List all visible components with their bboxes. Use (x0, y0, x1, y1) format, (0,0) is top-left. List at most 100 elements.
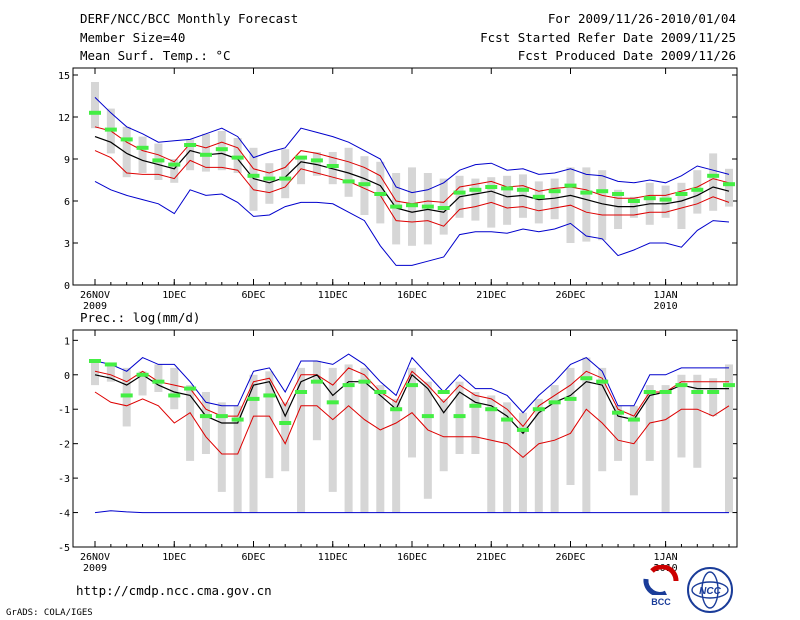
ensemble-bar (566, 367, 575, 485)
ensemble-bar (598, 367, 607, 472)
median-mark (580, 376, 593, 381)
y-tick-label: 0 (64, 371, 70, 382)
median-mark (453, 190, 466, 195)
median-mark (326, 400, 339, 405)
median-mark (279, 421, 292, 425)
x-tick-sublabel: 2010 (654, 301, 678, 312)
median-mark (215, 414, 228, 419)
median-mark (532, 194, 545, 199)
ensemble-bar (550, 178, 559, 220)
median-mark (406, 203, 418, 208)
median-mark (485, 407, 498, 412)
median-mark (199, 414, 212, 419)
ensemble-bar (709, 153, 718, 211)
median-mark (310, 158, 323, 163)
median-mark (231, 155, 244, 160)
ensemble-bar (265, 163, 274, 204)
ensemble-bar (439, 398, 448, 472)
ensemble-bar (170, 367, 179, 410)
ensemble-bar (423, 381, 432, 499)
median-mark (612, 410, 625, 415)
x-tick-label: 26NOV (80, 290, 110, 301)
grads-credit: GrADS: COLA/IGES (6, 608, 93, 618)
x-tick-label: 1DEC (162, 290, 186, 301)
ensemble-bar (518, 412, 527, 513)
precip-panel-title: Prec.: log(mm/d) (80, 310, 201, 325)
ensemble-bar (360, 367, 369, 513)
ensemble-bar (582, 357, 591, 513)
ensemble-bar (249, 374, 258, 513)
forecast-started-date: Fcst Started Refer Date 2009/11/25 (480, 30, 736, 45)
series-min-line (94, 510, 729, 514)
ensemble-bar (312, 152, 321, 176)
median-mark (723, 182, 735, 187)
y-tick-label: 12 (58, 113, 70, 124)
ensemble-bar (122, 126, 131, 178)
median-mark (421, 414, 434, 419)
x-tick-label: 26DEC (555, 552, 585, 563)
x-tick-label: 6DEC (241, 290, 265, 301)
bcc-logo-text: BCC (651, 597, 671, 607)
median-mark (374, 192, 387, 196)
median-mark (691, 390, 704, 394)
series-max-line (94, 353, 729, 414)
median-mark (152, 379, 165, 384)
y-tick-label: -2 (58, 440, 70, 451)
plot-frame (72, 67, 738, 286)
ensemble-bar (614, 405, 623, 461)
median-mark (168, 393, 181, 398)
median-mark (501, 417, 514, 422)
series-lower-line (94, 150, 730, 227)
ensemble-bar (487, 395, 496, 513)
x-tick-sublabel: 2009 (83, 301, 107, 312)
ensemble-bar (217, 402, 226, 492)
median-mark (437, 390, 450, 394)
ensemble-bar (328, 367, 337, 492)
median-mark (707, 390, 720, 394)
series-max-line (94, 97, 730, 194)
median-mark (406, 383, 418, 388)
ensemble-bar (138, 136, 147, 173)
median-mark (516, 187, 529, 192)
median-mark (548, 400, 561, 405)
median-mark (358, 379, 371, 384)
ensemble-bar (312, 361, 321, 441)
median-mark (501, 186, 514, 191)
median-mark (453, 414, 466, 419)
ensemble-bar (471, 178, 480, 221)
median-mark (516, 427, 529, 432)
ensemble-bar (661, 185, 670, 218)
ensemble-bar (376, 385, 385, 513)
median-mark (627, 417, 640, 422)
median-mark (89, 359, 101, 363)
ensemble-bar (614, 189, 623, 229)
median-mark (326, 164, 339, 168)
median-mark (215, 147, 228, 152)
median-mark (469, 403, 482, 408)
y-tick-label: 9 (64, 155, 70, 166)
median-mark (627, 199, 640, 203)
median-mark (374, 390, 387, 394)
ensemble-bar (709, 378, 718, 417)
x-tick-label: 1DEC (162, 552, 186, 563)
x-tick-label: 1JAN (654, 290, 678, 301)
median-mark (437, 206, 450, 210)
median-mark (596, 189, 609, 194)
median-mark (675, 383, 688, 388)
median-mark (89, 110, 101, 115)
source-url[interactable]: http://cmdp.ncc.cma.gov.cn (76, 583, 272, 598)
ensemble-bar (201, 133, 210, 172)
ncc-logo-text: NCC (699, 586, 721, 597)
median-mark (231, 417, 244, 422)
median-mark (342, 383, 355, 388)
forecast-produced-date: Fcst Produced Date 2009/11/26 (517, 48, 736, 63)
x-tick-label: 1JAN (654, 552, 678, 563)
x-tick-label: 11DEC (318, 290, 348, 301)
y-tick-label: 15 (58, 71, 70, 82)
ensemble-bar (677, 182, 686, 229)
median-mark (247, 173, 260, 178)
ensemble-bar (281, 149, 290, 199)
median-mark (675, 192, 688, 196)
median-mark (421, 204, 434, 209)
